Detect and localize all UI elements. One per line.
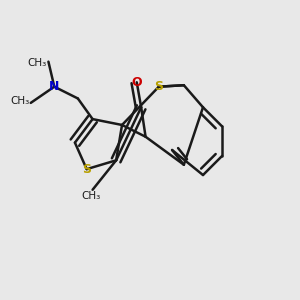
Text: O: O [131,76,142,89]
Text: S: S [154,80,163,93]
Text: S: S [82,163,91,176]
Text: CH₃: CH₃ [82,191,101,201]
Text: CH₃: CH₃ [10,96,29,106]
Text: N: N [49,80,59,93]
Text: CH₃: CH₃ [28,58,47,68]
